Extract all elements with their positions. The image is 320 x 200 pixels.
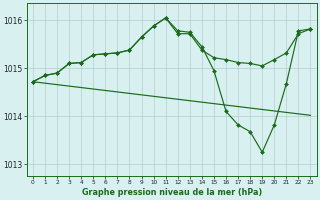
X-axis label: Graphe pression niveau de la mer (hPa): Graphe pression niveau de la mer (hPa) (82, 188, 262, 197)
